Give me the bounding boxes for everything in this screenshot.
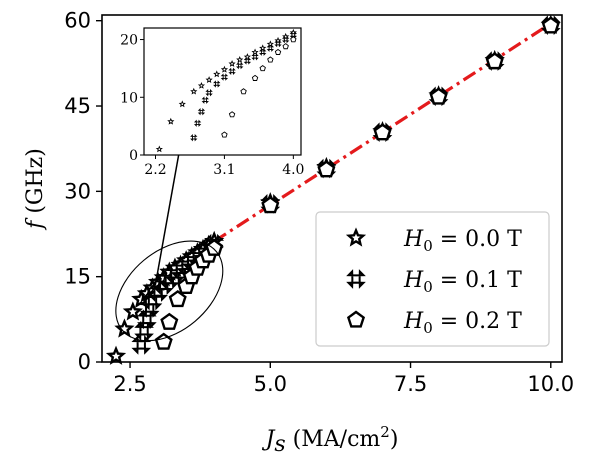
data-point-star (122, 301, 143, 321)
inset-data-point-pentagon (221, 131, 228, 138)
inset-data-point-pentagon (259, 65, 266, 72)
inset-data-point-pentagon (251, 74, 259, 81)
x-axis-variable: J (262, 427, 276, 452)
legend-label: H0 = 0.1 T (403, 268, 522, 296)
main-plot-frame (101, 14, 563, 363)
x-tick-label: 10.0 (527, 372, 574, 396)
inset-series-x (190, 31, 297, 142)
inset-data-point-star (155, 145, 163, 153)
legend-marker-x (346, 269, 366, 289)
inset-y-axis: 0 10 20 (120, 33, 144, 164)
inset-data-point-pentagon (240, 88, 247, 95)
data-point-pentagon (429, 87, 448, 105)
inset-data-point-x (220, 73, 229, 81)
inset-x-axis: 2.2 3.1 4.0 (144, 155, 304, 178)
x-axis-subscript: s (274, 432, 285, 457)
inset-data-point-star (167, 117, 175, 125)
inset-x-tick-label: 3.1 (213, 162, 235, 178)
inset-data-point-star (220, 65, 229, 73)
inset-data-point-x (282, 35, 290, 44)
x-tick-label: 2.5 (113, 372, 146, 396)
inset-data-point-star (228, 60, 236, 67)
data-point-pentagon (168, 289, 187, 308)
data-point-pentagon (485, 52, 504, 70)
inset-data-point-star (197, 81, 206, 89)
inset-data-point-x (193, 119, 202, 127)
x-tick-label: 7.5 (394, 372, 427, 396)
data-point-pentagon (261, 196, 280, 214)
inset-data-point-pentagon (267, 56, 274, 63)
inset-data-point-x (236, 61, 244, 70)
inset-data-point-star (178, 100, 186, 108)
legend-marker-pentagon (346, 310, 366, 328)
inset-y-tick-label: 10 (120, 90, 138, 106)
y-axis-unit: (GHz) (23, 148, 48, 221)
x-axis: 2.5 5.0 7.5 10.0 (113, 362, 574, 396)
legend-item: H0 = 0.2 T (346, 309, 522, 337)
inset-y-tick-label: 20 (120, 33, 138, 49)
inset-data-point-x (228, 67, 236, 75)
inset-data-point-star (236, 55, 244, 63)
y-tick-label: 45 (64, 94, 91, 118)
inset-data-point-x (190, 134, 198, 142)
x-axis-unit: (MA/cm (286, 427, 381, 452)
inset-data-point-star (190, 87, 198, 95)
inset-data-point-pentagon (282, 43, 289, 50)
legend-item: H0 = 0.1 T (346, 268, 522, 296)
y-axis-label: f (GHz) (23, 148, 48, 231)
inset-y-tick-label: 0 (129, 148, 138, 164)
inset-data-point-x (289, 31, 297, 39)
legend-marker-star (345, 227, 367, 247)
data-point-star (105, 345, 127, 365)
legend-label: H0 = 0.2 T (403, 309, 522, 337)
inset-frame (143, 27, 302, 156)
main-plot: 2.5 5.0 7.5 10.0 0 15 30 45 60 (64, 9, 574, 396)
data-point-pentagon (160, 312, 179, 330)
legend-box (315, 211, 550, 347)
data-point-pentagon (373, 123, 392, 141)
x-tick-label: 5.0 (254, 372, 287, 396)
inset-data-point-pentagon (274, 48, 282, 55)
data-point-x (134, 320, 154, 341)
y-axis: 0 15 30 45 60 (64, 9, 102, 374)
highlight-ellipse (115, 240, 224, 342)
y-tick-label: 15 (64, 265, 91, 289)
inset-x-tick-label: 4.0 (282, 162, 304, 178)
legend-item: H0 = 0.0 T (345, 227, 522, 255)
x-axis-unit-close: ) (390, 427, 399, 452)
y-tick-label: 60 (64, 9, 91, 33)
data-point-pentagon (317, 160, 336, 178)
inset-plot: 2.2 3.1 4.0 0 10 20 (120, 27, 304, 178)
inset-data-point-x (259, 48, 267, 56)
inset-data-point-x (274, 39, 282, 48)
inset-data-point-x (201, 96, 209, 104)
inset-series-pentagon (221, 36, 297, 138)
inset-data-point-x (266, 44, 275, 52)
inset-data-point-star (213, 70, 221, 78)
inset-data-point-pentagon (290, 36, 297, 43)
x-axis-superscript: 2 (380, 423, 390, 441)
x-axis-label: Js (MA/cm2) (262, 423, 399, 457)
inset-x-tick-label: 2.2 (144, 162, 166, 178)
inset-data-point-x (251, 53, 259, 61)
y-tick-label: 30 (64, 179, 91, 203)
data-point-x (131, 335, 152, 355)
inset-data-point-x (197, 108, 206, 116)
inset-data-point-star (205, 76, 213, 84)
data-point-pentagon (541, 16, 560, 34)
legend-label: H0 = 0.0 T (403, 227, 522, 255)
inset-data-point-star (251, 48, 259, 56)
y-tick-label: 0 (78, 350, 91, 374)
legend: H0 = 0.0 T H0 = 0.1 T H0 = 0.2 T (315, 211, 550, 347)
inset-data-point-pentagon (228, 111, 236, 118)
inset-data-point-x (213, 80, 221, 88)
inset-data-points (155, 28, 297, 153)
inset-data-point-x (205, 88, 213, 97)
inset-data-point-x (243, 57, 252, 65)
